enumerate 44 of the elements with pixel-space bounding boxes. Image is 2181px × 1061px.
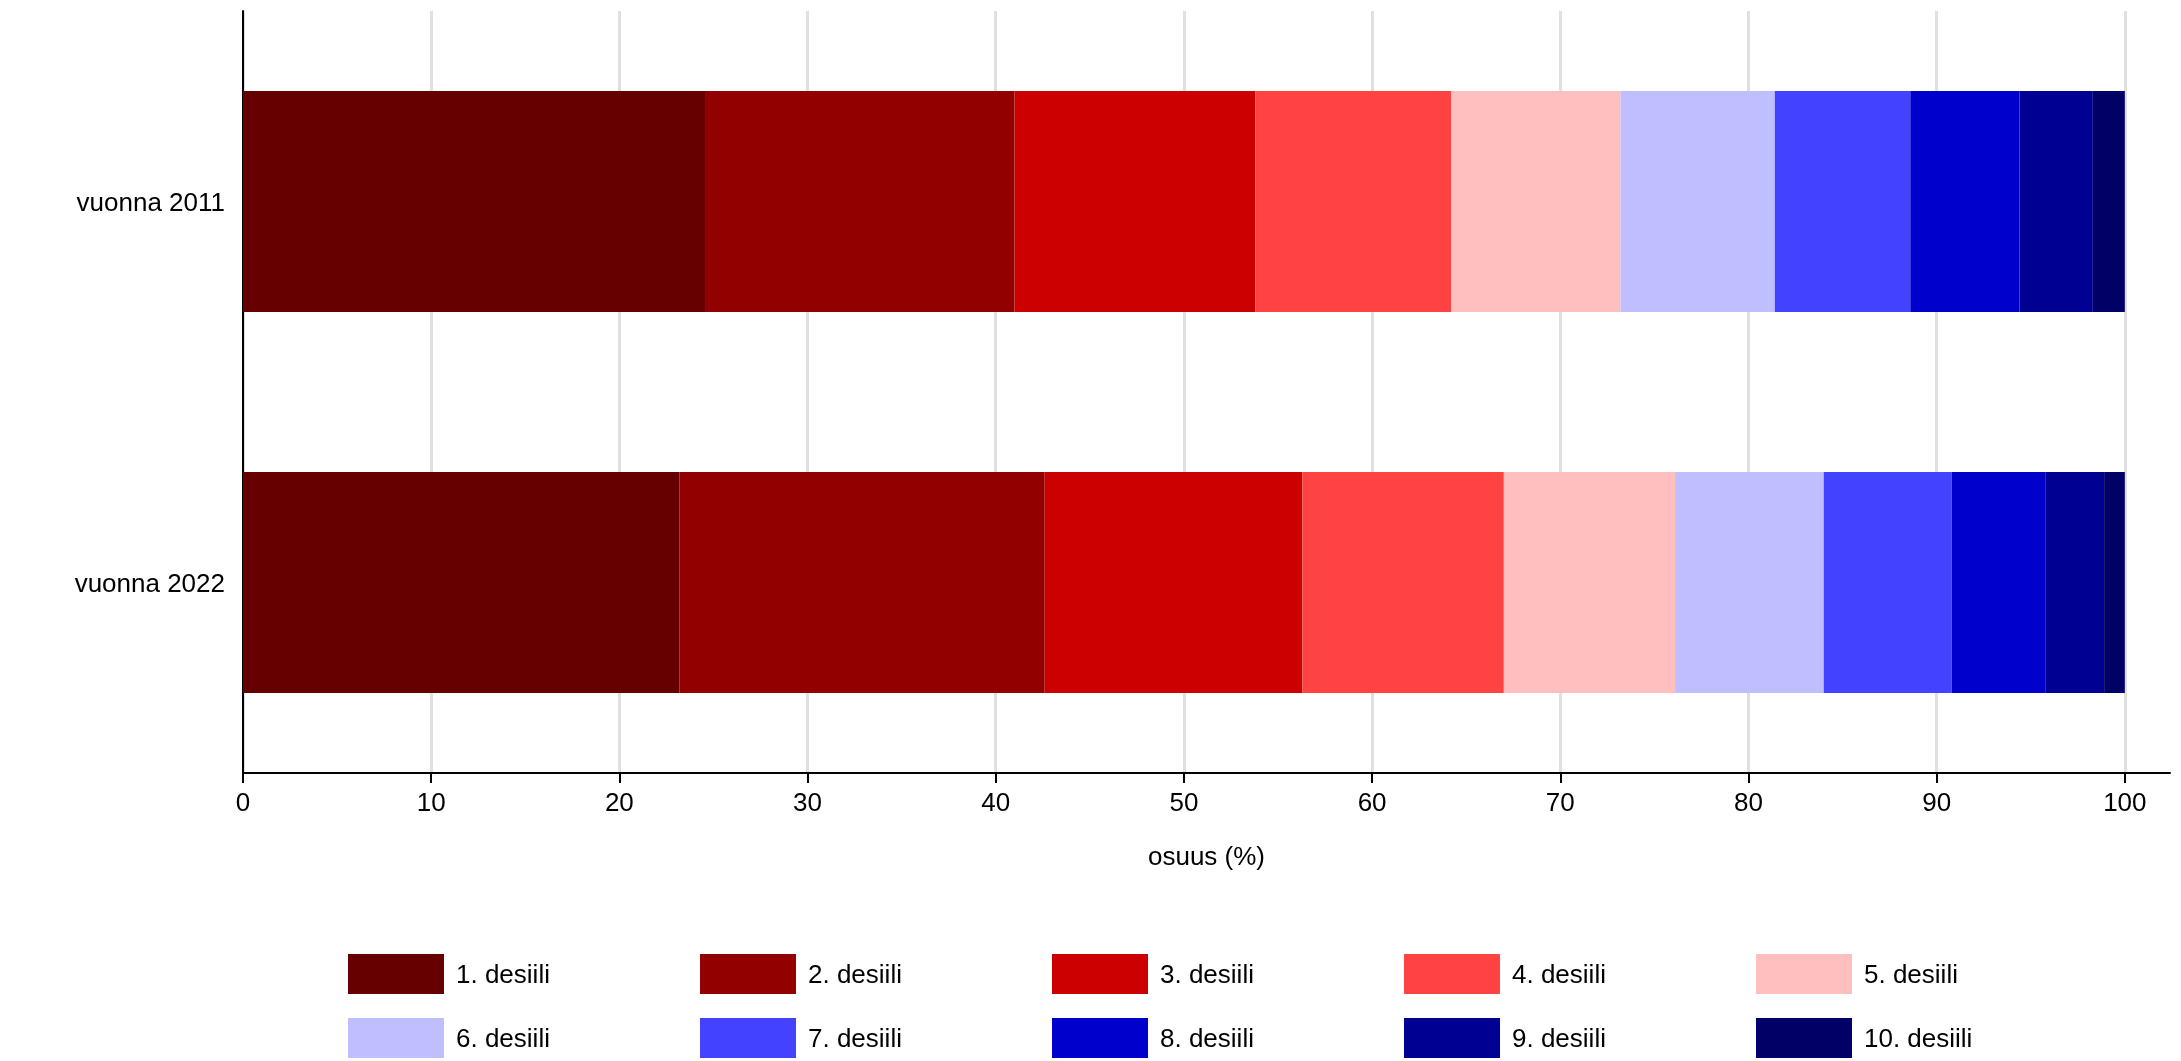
legend-label: 3. desiili	[1160, 958, 1254, 990]
legend-label: 2. desiili	[808, 958, 902, 990]
legend-label: 4. desiili	[1512, 958, 1606, 990]
bar	[1302, 472, 1504, 693]
bar	[1014, 91, 1256, 312]
bar	[1910, 91, 2020, 312]
bar	[1620, 91, 1775, 312]
bar	[1044, 472, 1303, 693]
bar	[1951, 472, 2046, 693]
x-tick-label: 80	[1734, 787, 1763, 817]
legend-label: 8. desiili	[1160, 1022, 1254, 1054]
bar	[1255, 91, 1452, 312]
x-tick-label: 70	[1545, 787, 1575, 817]
bar	[2045, 472, 2105, 693]
bar	[679, 472, 1045, 693]
bar	[1774, 91, 1911, 312]
bar	[1675, 472, 1824, 693]
x-tick-label: 20	[604, 787, 634, 817]
bar	[1503, 472, 1676, 693]
legend-label: 7. desiili	[808, 1022, 902, 1054]
x-tick-label: 60	[1357, 787, 1387, 817]
legend-label: 5. desiili	[1864, 958, 1958, 990]
bar	[243, 91, 706, 312]
x-axis-title: osuus (%)	[1147, 841, 1266, 871]
x-tick-label: 100	[2103, 787, 2147, 817]
x-tick-label: 50	[1169, 787, 1199, 817]
legend-label: 10. desiili	[1864, 1022, 1973, 1054]
bar	[2092, 91, 2125, 312]
x-tick-label: 30	[793, 787, 823, 817]
bar	[705, 91, 1015, 312]
y-tick-label: vuonna 2011	[76, 186, 225, 217]
x-tick-label: 90	[1922, 787, 1952, 817]
bar	[1823, 472, 1952, 693]
legend-label: 6. desiili	[456, 1022, 550, 1054]
x-tick-label: 10	[416, 787, 446, 817]
bar	[2019, 91, 2093, 312]
x-tick-label: 40	[981, 787, 1011, 817]
bar	[1451, 91, 1621, 312]
bar	[2104, 472, 2125, 693]
x-tick-label: 0	[235, 787, 251, 817]
legend-label: 9. desiili	[1512, 1022, 1606, 1054]
y-tick-label: vuonna 2022	[74, 567, 225, 598]
bar	[243, 472, 680, 693]
legend-label: 1. desiili	[456, 958, 550, 990]
